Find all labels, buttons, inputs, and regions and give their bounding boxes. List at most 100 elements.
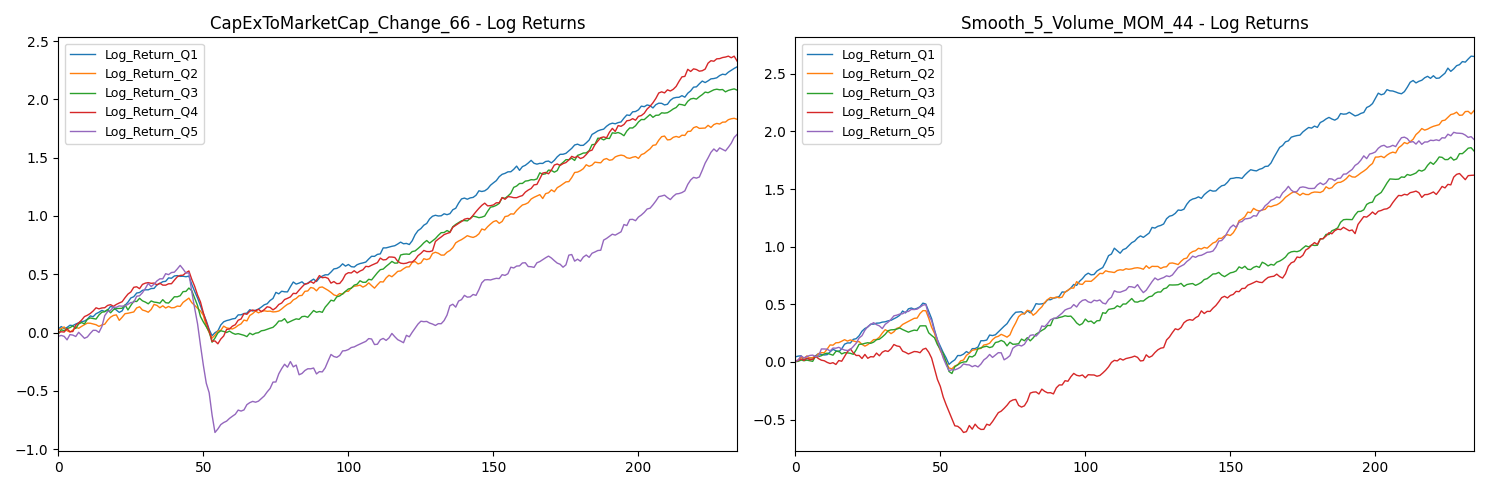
Log_Return_Q2 xyxy=(816,350,834,356)
Log_Return_Q1 xyxy=(1328,116,1346,122)
Line: Log_Return_Q2: Log_Return_Q2 xyxy=(58,118,737,338)
Log_Return_Q3 xyxy=(1462,145,1480,150)
Log_Return_Q3 xyxy=(238,334,256,340)
Log_Return_Q1 xyxy=(1364,100,1382,106)
Line: Log_Return_Q3: Log_Return_Q3 xyxy=(795,147,1474,373)
Log_Return_Q4 xyxy=(1465,172,1483,178)
Log_Return_Q5 xyxy=(205,430,223,436)
Log_Return_Q2 xyxy=(311,285,329,291)
Log_Return_Q5 xyxy=(816,346,834,352)
Log_Return_Q4 xyxy=(435,232,453,238)
Title: Smooth_5_Volume_MOM_44 - Log Returns: Smooth_5_Volume_MOM_44 - Log Returns xyxy=(960,15,1309,33)
Line: Log_Return_Q5: Log_Return_Q5 xyxy=(795,132,1474,370)
Log_Return_Q2 xyxy=(435,252,453,258)
Log_Return_Q3 xyxy=(725,86,743,92)
Log_Return_Q3 xyxy=(311,309,329,315)
Log_Return_Q5 xyxy=(238,402,256,408)
Log_Return_Q3 xyxy=(435,230,453,236)
Log_Return_Q4 xyxy=(719,53,737,59)
Log_Return_Q1 xyxy=(49,326,67,332)
Log_Return_Q1 xyxy=(728,64,746,70)
Log_Return_Q5 xyxy=(786,359,804,365)
Log_Return_Q2 xyxy=(975,342,993,348)
Log_Return_Q4 xyxy=(728,58,746,64)
Log_Return_Q4 xyxy=(954,430,972,436)
Log_Return_Q3 xyxy=(1328,225,1346,231)
Log_Return_Q3 xyxy=(79,317,97,322)
Log_Return_Q4 xyxy=(786,359,804,365)
Log_Return_Q4 xyxy=(311,272,329,278)
Line: Log_Return_Q4: Log_Return_Q4 xyxy=(795,173,1474,433)
Log_Return_Q3 xyxy=(1465,148,1483,154)
Log_Return_Q5 xyxy=(591,247,609,253)
Log_Return_Q1 xyxy=(311,275,329,281)
Log_Return_Q2 xyxy=(1364,161,1382,167)
Log_Return_Q3 xyxy=(1172,280,1190,286)
Log_Return_Q2 xyxy=(49,327,67,333)
Log_Return_Q4 xyxy=(816,358,834,364)
Log_Return_Q1 xyxy=(975,338,993,343)
Log_Return_Q5 xyxy=(1172,263,1190,269)
Log_Return_Q5 xyxy=(49,333,67,339)
Log_Return_Q1 xyxy=(1462,53,1480,59)
Log_Return_Q1 xyxy=(940,362,957,368)
Log_Return_Q2 xyxy=(1465,108,1483,114)
Log_Return_Q4 xyxy=(208,341,226,347)
Log_Return_Q4 xyxy=(627,117,645,123)
Log_Return_Q4 xyxy=(49,330,67,336)
Log_Return_Q2 xyxy=(725,115,743,121)
Log_Return_Q2 xyxy=(627,154,645,160)
Log_Return_Q4 xyxy=(238,311,256,317)
Log_Return_Q4 xyxy=(79,312,97,318)
Line: Log_Return_Q4: Log_Return_Q4 xyxy=(58,56,737,344)
Legend: Log_Return_Q1, Log_Return_Q2, Log_Return_Q3, Log_Return_Q4, Log_Return_Q5: Log_Return_Q1, Log_Return_Q2, Log_Return… xyxy=(801,44,941,144)
Log_Return_Q2 xyxy=(943,366,960,372)
Log_Return_Q4 xyxy=(1047,385,1065,391)
Log_Return_Q2 xyxy=(1172,258,1190,264)
Log_Return_Q2 xyxy=(1047,294,1065,300)
Log_Return_Q1 xyxy=(203,333,220,339)
Log_Return_Q1 xyxy=(786,354,804,360)
Log_Return_Q5 xyxy=(975,357,993,363)
Log_Return_Q5 xyxy=(627,218,645,223)
Log_Return_Q3 xyxy=(816,351,834,357)
Log_Return_Q1 xyxy=(816,352,834,358)
Log_Return_Q5 xyxy=(1444,129,1462,135)
Log_Return_Q5 xyxy=(1047,315,1065,321)
Log_Return_Q2 xyxy=(79,320,97,326)
Line: Log_Return_Q1: Log_Return_Q1 xyxy=(795,56,1474,365)
Title: CapExToMarketCap_Change_66 - Log Returns: CapExToMarketCap_Change_66 - Log Returns xyxy=(210,15,585,33)
Log_Return_Q2 xyxy=(786,358,804,364)
Log_Return_Q3 xyxy=(591,135,609,141)
Log_Return_Q4 xyxy=(975,426,993,432)
Log_Return_Q5 xyxy=(940,368,957,373)
Log_Return_Q1 xyxy=(1047,294,1065,300)
Log_Return_Q1 xyxy=(1465,53,1483,59)
Line: Log_Return_Q1: Log_Return_Q1 xyxy=(58,67,737,336)
Log_Return_Q3 xyxy=(1047,316,1065,321)
Log_Return_Q3 xyxy=(627,123,645,129)
Log_Return_Q4 xyxy=(591,135,609,141)
Log_Return_Q1 xyxy=(238,310,256,316)
Log_Return_Q3 xyxy=(728,87,746,93)
Log_Return_Q3 xyxy=(943,370,960,376)
Log_Return_Q5 xyxy=(728,131,746,137)
Line: Log_Return_Q3: Log_Return_Q3 xyxy=(58,89,737,342)
Log_Return_Q1 xyxy=(591,127,609,133)
Log_Return_Q2 xyxy=(591,160,609,166)
Log_Return_Q4 xyxy=(1328,226,1346,232)
Log_Return_Q2 xyxy=(728,116,746,122)
Log_Return_Q1 xyxy=(79,316,97,322)
Log_Return_Q3 xyxy=(975,344,993,350)
Log_Return_Q4 xyxy=(1172,324,1190,330)
Line: Log_Return_Q2: Log_Return_Q2 xyxy=(795,111,1474,369)
Legend: Log_Return_Q1, Log_Return_Q2, Log_Return_Q3, Log_Return_Q4, Log_Return_Q5: Log_Return_Q1, Log_Return_Q2, Log_Return… xyxy=(64,44,204,144)
Log_Return_Q2 xyxy=(203,335,220,341)
Log_Return_Q3 xyxy=(203,339,220,345)
Log_Return_Q2 xyxy=(1328,179,1346,185)
Log_Return_Q3 xyxy=(1364,199,1382,205)
Log_Return_Q3 xyxy=(49,331,67,337)
Log_Return_Q5 xyxy=(435,318,453,323)
Log_Return_Q5 xyxy=(1328,175,1346,181)
Log_Return_Q3 xyxy=(786,359,804,365)
